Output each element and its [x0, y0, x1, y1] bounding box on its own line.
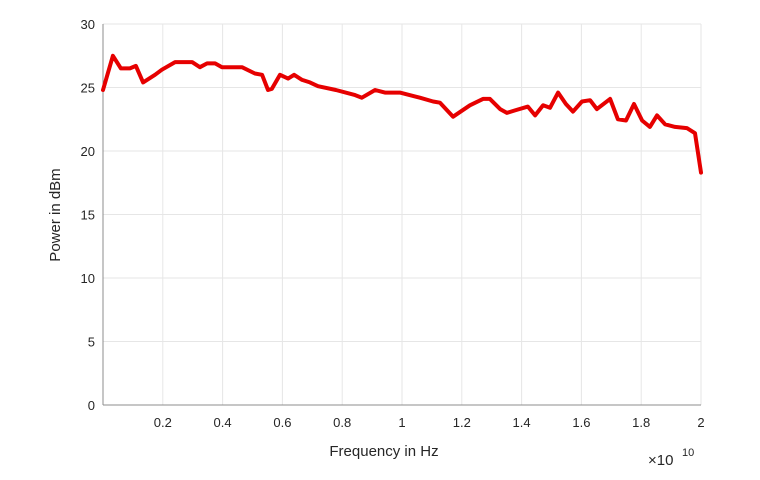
x-tick-label: 1.2 — [453, 415, 471, 430]
y-tick-label: 10 — [81, 271, 95, 286]
x-tick-label: 0.4 — [214, 415, 232, 430]
y-tick-label: 20 — [81, 144, 95, 159]
x-tick-label: 1.8 — [632, 415, 650, 430]
x-tick-label: 1 — [398, 415, 405, 430]
y-tick-label: 15 — [81, 208, 95, 223]
x-tick-label: 2 — [697, 415, 704, 430]
x-tick-label: 1.6 — [572, 415, 590, 430]
x-tick-label: 0.2 — [154, 415, 172, 430]
x-multiplier-exponent: 10 — [682, 447, 694, 459]
grid — [103, 23, 702, 406]
x-axis-label: Frequency in Hz — [329, 443, 438, 460]
x-tick-label: 0.8 — [333, 415, 351, 430]
x-multiplier: ×10 — [648, 452, 673, 469]
y-tick-label: 30 — [81, 17, 95, 32]
x-tick-label: 0.6 — [273, 415, 291, 430]
series-line-power — [101, 53, 703, 175]
x-tick-label: 1.4 — [513, 415, 531, 430]
y-tick-label: 5 — [88, 335, 95, 350]
y-tick-label: 0 — [88, 398, 95, 413]
y-tick-label: 25 — [81, 81, 95, 96]
y-axis-label: Power in dBm — [47, 168, 64, 261]
